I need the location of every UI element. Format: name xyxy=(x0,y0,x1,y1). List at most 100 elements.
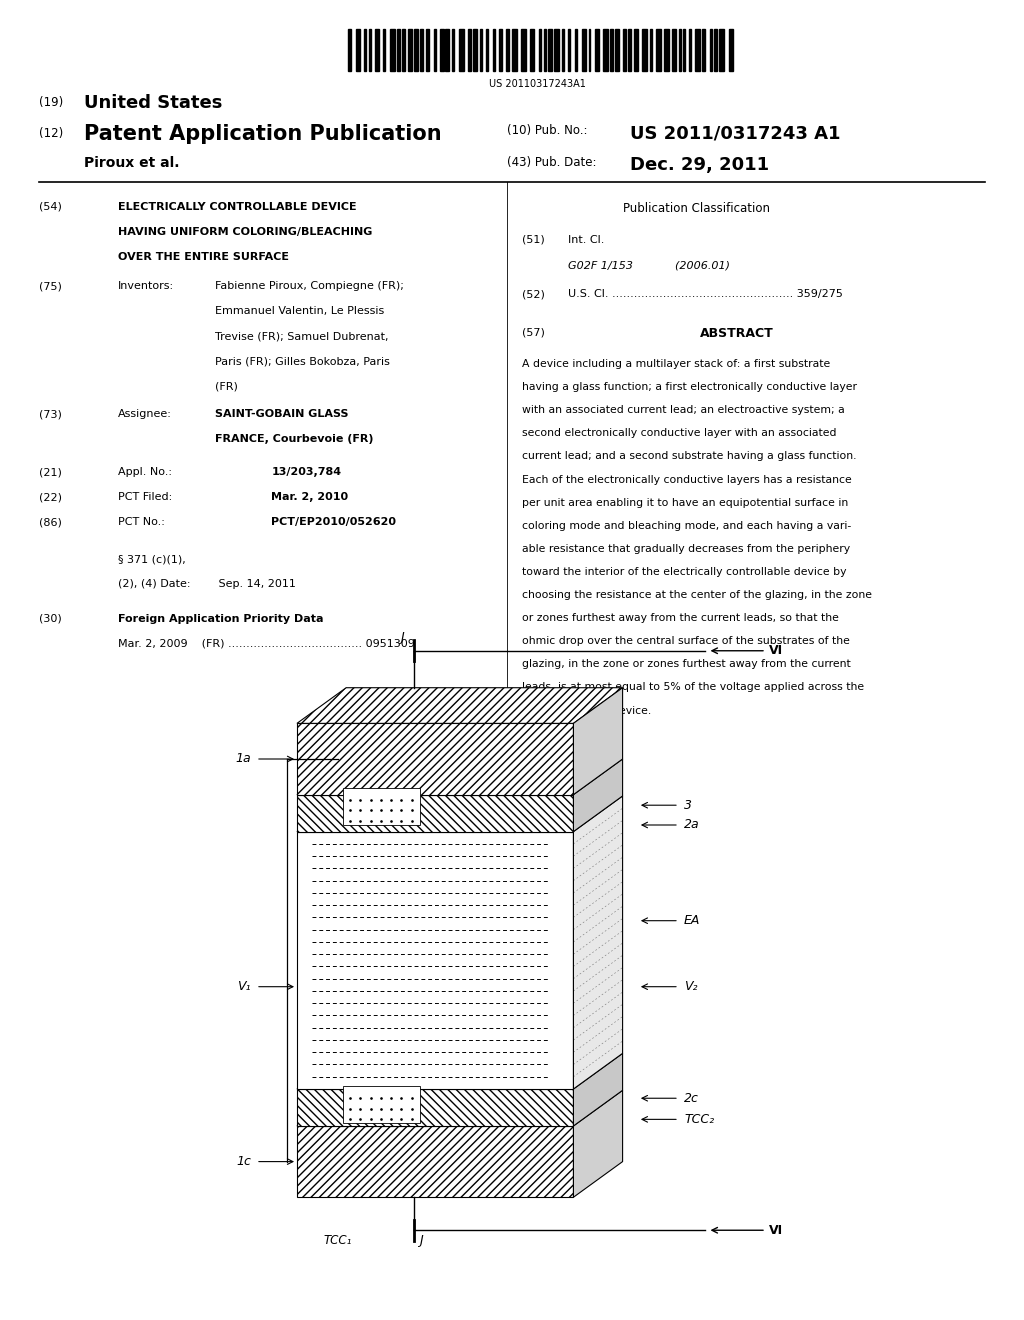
Text: (57): (57) xyxy=(522,327,545,338)
Text: 13/203,784: 13/203,784 xyxy=(271,467,341,478)
Text: ELECTRICALLY CONTROLLABLE DEVICE: ELECTRICALLY CONTROLLABLE DEVICE xyxy=(118,202,356,213)
Bar xyxy=(473,29,477,71)
Bar xyxy=(595,29,599,71)
Bar xyxy=(710,29,713,71)
Bar xyxy=(297,723,573,795)
Bar xyxy=(369,29,371,71)
Bar xyxy=(729,29,732,71)
Text: U.S. Cl. .................................................. 359/275: U.S. Cl. ...............................… xyxy=(568,289,843,300)
Bar xyxy=(468,29,471,71)
Bar xyxy=(376,29,379,71)
Text: A device including a multilayer stack of: a first substrate: A device including a multilayer stack of… xyxy=(522,359,830,370)
Text: Assignee:: Assignee: xyxy=(118,409,172,420)
Bar xyxy=(530,29,535,71)
Text: V₁: V₁ xyxy=(238,981,251,993)
Text: TCC₁: TCC₁ xyxy=(324,1234,352,1247)
Text: SAINT-GOBAIN GLASS: SAINT-GOBAIN GLASS xyxy=(215,409,348,420)
Bar xyxy=(421,29,423,71)
Text: (75): (75) xyxy=(39,281,61,292)
Bar xyxy=(683,29,685,71)
Bar xyxy=(297,1089,573,1126)
Text: US 20110317243A1: US 20110317243A1 xyxy=(489,79,586,90)
Text: (2), (4) Date:        Sep. 14, 2011: (2), (4) Date: Sep. 14, 2011 xyxy=(118,579,296,590)
Text: (51): (51) xyxy=(522,235,545,246)
Text: VI: VI xyxy=(769,1224,783,1237)
Text: Int. Cl.: Int. Cl. xyxy=(568,235,605,246)
Bar xyxy=(568,29,570,71)
Text: HAVING UNIFORM COLORING/BLEACHING: HAVING UNIFORM COLORING/BLEACHING xyxy=(118,227,372,238)
Text: 1a: 1a xyxy=(236,752,251,766)
Text: second electronically conductive layer with an associated: second electronically conductive layer w… xyxy=(522,428,837,438)
Bar xyxy=(656,29,660,71)
Text: TCC₂: TCC₂ xyxy=(684,1113,714,1126)
Text: PCT No.:: PCT No.: xyxy=(118,517,165,528)
Polygon shape xyxy=(297,759,623,795)
Bar xyxy=(480,29,482,71)
Text: Paris (FR); Gilles Bokobza, Paris: Paris (FR); Gilles Bokobza, Paris xyxy=(215,356,390,367)
Text: ABSTRACT: ABSTRACT xyxy=(700,327,774,341)
Bar xyxy=(702,29,706,71)
Text: (FR): (FR) xyxy=(215,381,238,392)
Bar xyxy=(402,29,404,71)
Text: PCT/EP2010/052620: PCT/EP2010/052620 xyxy=(271,517,396,528)
Text: Foreign Application Priority Data: Foreign Application Priority Data xyxy=(118,614,324,624)
Bar xyxy=(383,29,385,71)
Text: Patent Application Publication: Patent Application Publication xyxy=(84,124,441,144)
Polygon shape xyxy=(297,688,623,723)
Text: 2c: 2c xyxy=(684,1092,699,1105)
Text: Mar. 2, 2009    (FR) ..................................... 0951309: Mar. 2, 2009 (FR) ......................… xyxy=(118,639,415,649)
Text: (52): (52) xyxy=(522,289,545,300)
Bar xyxy=(574,29,577,71)
Text: (86): (86) xyxy=(39,517,61,528)
Text: Each of the electronically conductive layers has a resistance: Each of the electronically conductive la… xyxy=(522,475,852,484)
Text: J: J xyxy=(399,631,403,644)
Bar xyxy=(459,29,464,71)
Bar xyxy=(434,29,436,71)
Text: PCT Filed:: PCT Filed: xyxy=(118,492,172,503)
Bar xyxy=(512,29,516,71)
Bar xyxy=(499,29,502,71)
Text: Trevise (FR); Samuel Dubrenat,: Trevise (FR); Samuel Dubrenat, xyxy=(215,331,388,342)
Bar xyxy=(356,29,360,71)
Bar xyxy=(343,788,420,825)
Bar xyxy=(365,29,367,71)
Bar xyxy=(634,29,638,71)
Bar xyxy=(415,29,418,71)
Text: toward the interior of the electrically controllable device by: toward the interior of the electrically … xyxy=(522,568,847,577)
Text: G02F 1/153            (2006.01): G02F 1/153 (2006.01) xyxy=(568,260,730,271)
Text: Piroux et al.: Piroux et al. xyxy=(84,156,179,170)
Text: EA: EA xyxy=(684,915,700,927)
Bar xyxy=(609,29,612,71)
Bar xyxy=(672,29,676,71)
Text: Appl. No.:: Appl. No.: xyxy=(118,467,172,478)
Text: per unit area enabling it to have an equipotential surface in: per unit area enabling it to have an equ… xyxy=(522,498,849,508)
Bar xyxy=(688,29,691,71)
Text: Fabienne Piroux, Compiegne (FR);: Fabienne Piroux, Compiegne (FR); xyxy=(215,281,403,292)
Bar xyxy=(297,795,573,832)
Polygon shape xyxy=(573,759,623,832)
Text: (22): (22) xyxy=(39,492,61,503)
Text: United States: United States xyxy=(84,94,222,112)
Bar xyxy=(439,29,443,71)
Bar xyxy=(650,29,652,71)
Text: current lead; and a second substrate having a glass function.: current lead; and a second substrate hav… xyxy=(522,451,857,462)
Bar xyxy=(628,29,631,71)
Bar xyxy=(695,29,699,71)
Text: (19): (19) xyxy=(39,96,63,110)
Text: Publication Classification: Publication Classification xyxy=(623,202,770,215)
Bar xyxy=(297,1126,573,1197)
Bar xyxy=(544,29,546,71)
Bar xyxy=(297,832,573,1089)
Bar xyxy=(715,29,717,71)
Bar xyxy=(562,29,564,71)
Bar xyxy=(665,29,669,71)
Text: choosing the resistance at the center of the glazing, in the zone: choosing the resistance at the center of… xyxy=(522,590,872,601)
Text: coloring mode and bleaching mode, and each having a vari-: coloring mode and bleaching mode, and ea… xyxy=(522,521,852,531)
Bar xyxy=(452,29,454,71)
Text: VI: VI xyxy=(769,644,783,657)
Polygon shape xyxy=(573,1090,623,1197)
Text: US 2011/0317243 A1: US 2011/0317243 A1 xyxy=(630,124,841,143)
Text: V₂: V₂ xyxy=(684,981,697,993)
Bar xyxy=(539,29,541,71)
Bar xyxy=(409,29,412,71)
